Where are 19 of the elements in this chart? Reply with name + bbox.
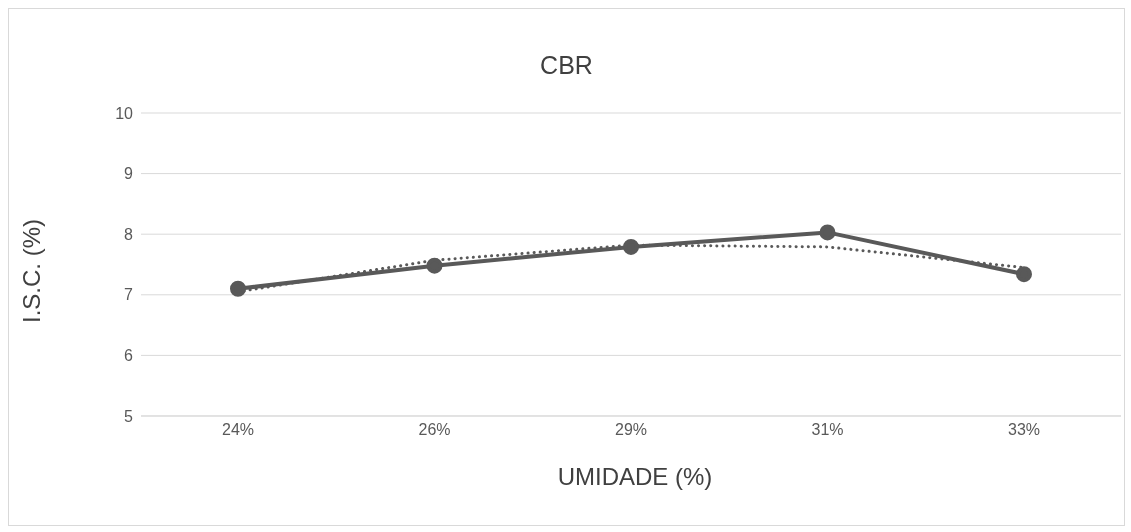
x-tick-label: 26%: [418, 421, 451, 439]
y-tick-label: 10: [115, 104, 134, 122]
x-tick-label: 29%: [614, 421, 648, 439]
x-tick-label: 33%: [1007, 421, 1041, 439]
y-tick-label: 7: [124, 286, 134, 304]
y-axis-title: I.S.C. (%): [18, 218, 46, 323]
x-axis-title: UMIDADE (%): [556, 463, 714, 491]
x-tick-label: 31%: [811, 421, 844, 439]
y-tick-label: 5: [124, 407, 134, 425]
point: [819, 224, 836, 241]
point: [623, 238, 639, 255]
point: [426, 257, 443, 274]
chart-title: CBR: [539, 51, 594, 80]
y-tick-label: 9: [124, 165, 134, 183]
point: [230, 280, 246, 297]
x-tick-label: 24%: [221, 421, 255, 439]
y-tick-label: 8: [124, 225, 134, 243]
point: [1016, 266, 1032, 283]
y-tick-label: 6: [124, 347, 134, 365]
